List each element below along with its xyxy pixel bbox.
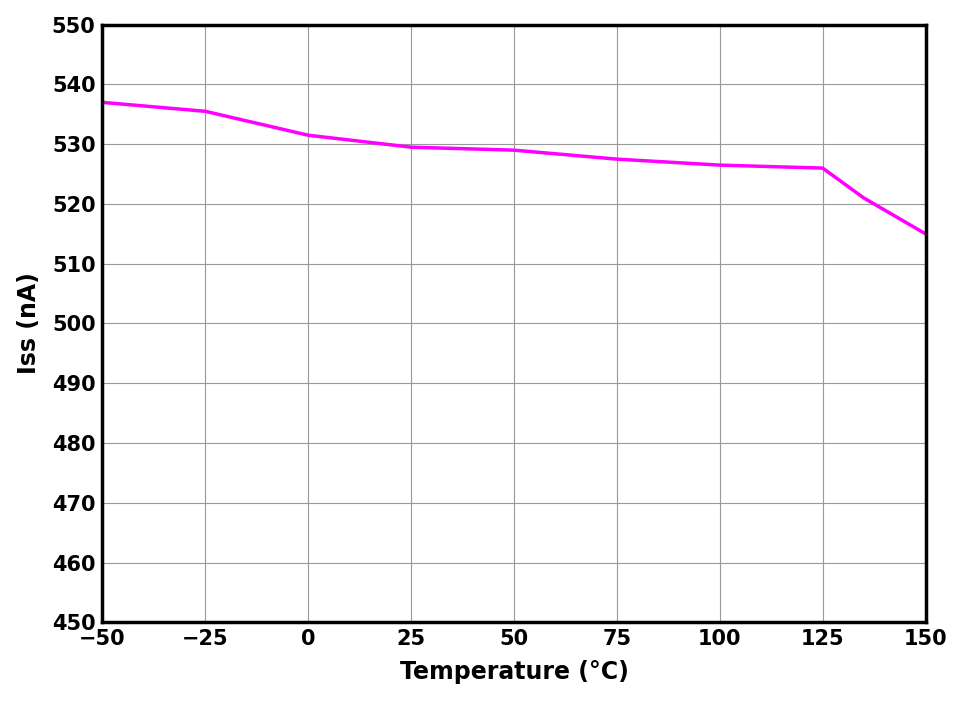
Y-axis label: Iss (nA): Iss (nA) xyxy=(16,273,40,374)
X-axis label: Temperature (°C): Temperature (°C) xyxy=(399,660,629,684)
